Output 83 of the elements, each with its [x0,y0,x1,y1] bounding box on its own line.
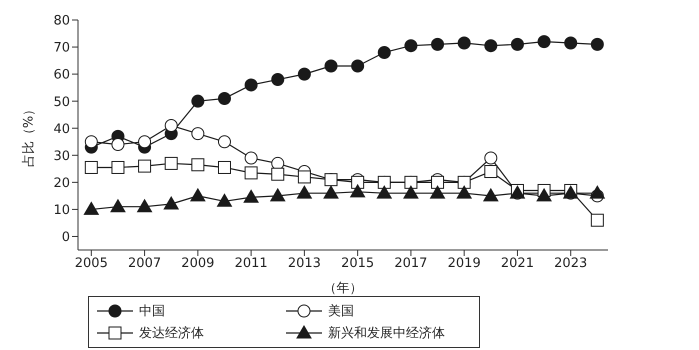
y-tick-label: 20 [53,176,70,191]
point [137,199,152,212]
point [458,36,471,50]
point [484,152,498,164]
x-tick-label: 2017 [394,256,428,272]
point [324,173,338,186]
point [430,186,446,199]
x-tick-label: 2023 [554,256,588,272]
x-tick-label: 2021 [500,256,534,272]
point [564,36,578,50]
point [190,188,206,202]
point [351,60,364,72]
y-tick-label: 50 [53,94,70,110]
point [404,176,418,189]
x-tick-label: 2005 [74,256,108,272]
x-tick-label: 2009 [181,256,214,272]
y-tick-label: 80 [53,14,70,29]
point [298,170,311,184]
legend-label: 发达经济体 [139,325,204,342]
point [483,188,498,202]
y-axis-title: 占比（%） [22,102,37,168]
point [218,135,231,148]
point [244,166,258,180]
point [484,165,498,178]
x-tick-label: 2019 [448,256,481,272]
point [271,168,284,181]
x-tick-label: 2007 [128,256,162,272]
point [218,92,231,105]
legend-label: 美国 [328,303,354,320]
point [216,194,232,207]
x-tick-label: 2013 [288,256,321,272]
point [111,160,124,174]
point [84,160,98,174]
point [590,214,604,227]
point [271,73,284,86]
point [538,35,551,48]
point [403,186,418,199]
point [378,46,391,59]
point [378,176,391,189]
x-tick-label: 2011 [234,256,268,272]
point [244,190,259,203]
point [510,38,524,51]
point [298,68,311,81]
point [484,39,498,52]
point [111,138,124,151]
y-tick-label: 0 [62,230,70,246]
point [324,60,338,72]
x-tick-label: 2015 [341,256,374,272]
point [84,135,98,148]
point [350,184,366,198]
point [431,38,444,51]
point [84,202,99,215]
point [191,158,204,172]
point [164,196,179,210]
point [270,188,286,202]
point [191,127,204,140]
point [431,176,444,189]
point [191,94,204,108]
point [244,78,258,92]
point [296,186,312,199]
legend-label: 新兴和发展中经济体 [328,325,445,342]
point [376,186,392,199]
point [404,39,418,52]
point [590,186,605,199]
point [324,186,339,199]
point [138,135,152,148]
point [590,38,604,51]
y-tick-label: 10 [53,203,70,218]
x-axis-title: （年） [324,281,362,296]
point [164,156,178,170]
point [351,176,364,189]
point [456,186,472,199]
point [244,152,258,164]
point [138,160,152,173]
point [110,199,126,212]
point [458,176,471,189]
legend-label: 中国 [139,303,165,320]
point [218,160,231,174]
y-tick-label: 60 [53,68,70,83]
point [164,119,178,132]
y-tick-label: 30 [53,148,70,164]
y-tick-label: 40 [53,122,70,137]
y-tick-label: 70 [53,40,70,56]
